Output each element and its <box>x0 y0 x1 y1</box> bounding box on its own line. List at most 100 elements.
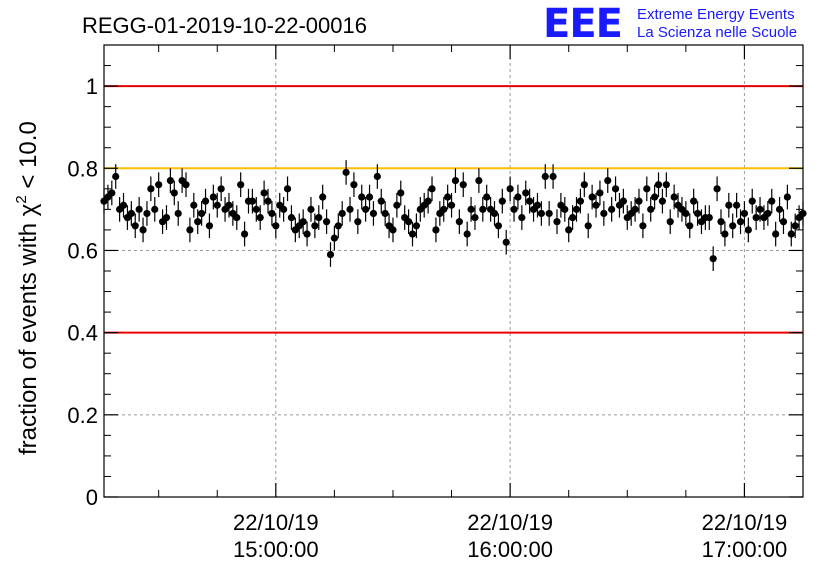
data-point <box>533 201 542 209</box>
data-point <box>471 213 479 222</box>
data-point <box>280 205 288 213</box>
data-point <box>451 177 460 185</box>
data-point <box>225 201 233 209</box>
data-point <box>580 181 588 189</box>
data-point <box>526 197 534 205</box>
data-point <box>467 205 475 213</box>
data-point <box>572 205 581 213</box>
data-point <box>686 222 694 230</box>
data-point <box>350 181 358 189</box>
data-point <box>342 168 350 176</box>
data-point <box>502 238 510 246</box>
data-point <box>658 197 667 205</box>
data-point <box>514 193 522 201</box>
data-point <box>600 209 608 218</box>
data-point <box>611 185 620 193</box>
data-point <box>264 197 272 205</box>
eee-logo-text: Extreme Energy Events La Scienza nelle S… <box>637 6 797 42</box>
data-point <box>744 226 752 234</box>
data-point <box>662 181 670 189</box>
data-point <box>444 193 452 201</box>
x-tick-label-date: 22/10/19 <box>233 510 319 535</box>
data-point <box>549 172 557 181</box>
data-point <box>166 177 174 185</box>
data-point <box>690 197 698 205</box>
data-point <box>569 213 577 222</box>
data-point <box>170 189 178 197</box>
data-point <box>322 218 331 226</box>
x-tick-label-time: 15:00:00 <box>233 537 319 562</box>
data-point <box>643 185 651 193</box>
data-point <box>791 222 799 230</box>
logo-line-1: Extreme Energy Events <box>637 6 795 23</box>
data-point <box>733 201 741 209</box>
data-point <box>209 193 217 201</box>
data-point <box>147 185 155 193</box>
data-point <box>377 197 385 205</box>
y-axis-label: fraction of events with χ2 < 10.0 <box>13 121 42 455</box>
data-point <box>315 213 323 222</box>
data-point <box>639 222 647 230</box>
data-point <box>432 226 440 234</box>
data-point <box>725 201 733 209</box>
data-point <box>334 222 342 230</box>
data-point <box>155 181 163 189</box>
data-point <box>397 189 405 197</box>
data-point <box>779 218 788 226</box>
data-point <box>205 222 214 230</box>
data-point <box>233 213 241 222</box>
data-point <box>654 181 663 189</box>
data-point <box>326 250 335 259</box>
data-point <box>119 201 128 209</box>
grid <box>104 45 803 497</box>
data-point <box>237 181 245 189</box>
data-point <box>381 209 389 218</box>
data-point <box>494 222 503 230</box>
data-point <box>463 230 471 238</box>
data-point <box>440 205 448 213</box>
data-point <box>272 222 280 230</box>
data-point <box>174 209 182 218</box>
data-point <box>346 205 354 213</box>
data-point <box>498 197 506 205</box>
data-point <box>201 197 210 205</box>
data-point <box>319 193 327 201</box>
data-point <box>565 226 573 234</box>
data-point <box>455 218 463 226</box>
data-point <box>635 197 643 205</box>
data-point <box>365 193 374 201</box>
data-point <box>588 193 596 201</box>
data-point <box>424 197 432 205</box>
data-point <box>131 222 139 230</box>
data-point <box>307 205 315 213</box>
y-tick-label: 0.4 <box>67 321 98 346</box>
data-point <box>358 193 366 201</box>
data-point <box>256 213 264 222</box>
data-point <box>479 205 487 213</box>
data-point <box>787 230 795 238</box>
data-point <box>541 172 549 181</box>
axis-ticks: 00.20.40.60.8122/10/1915:00:0022/10/1916… <box>67 45 803 562</box>
data-point <box>240 230 249 238</box>
data-point <box>268 209 276 218</box>
data-point <box>592 201 600 209</box>
x-tick-label-date: 22/10/19 <box>702 510 788 535</box>
data-point <box>693 209 702 218</box>
data-points <box>100 160 807 271</box>
data-point <box>108 189 116 197</box>
y-tick-label: 0.2 <box>67 403 98 428</box>
data-point <box>213 201 221 209</box>
data-point <box>408 230 417 238</box>
data-point <box>393 201 401 209</box>
data-point <box>127 209 135 218</box>
data-point <box>670 193 678 201</box>
data-point <box>373 172 381 181</box>
data-point <box>729 222 737 230</box>
data-point <box>303 230 311 238</box>
y-tick-label: 0.6 <box>67 238 98 263</box>
data-point <box>412 222 421 230</box>
data-point <box>311 222 319 230</box>
x-tick-label-time: 17:00:00 <box>702 537 788 562</box>
data-point <box>772 230 780 238</box>
